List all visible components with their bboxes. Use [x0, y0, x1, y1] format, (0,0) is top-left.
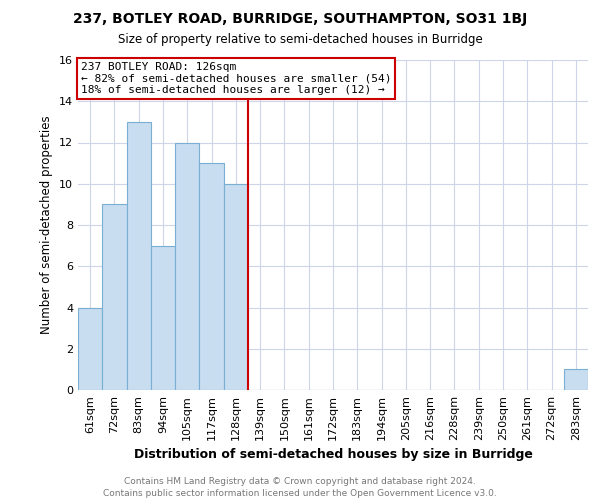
Bar [78, 308, 102, 390]
Y-axis label: Number of semi-detached properties: Number of semi-detached properties [40, 116, 53, 334]
Bar [199, 163, 224, 390]
Text: 237 BOTLEY ROAD: 126sqm
← 82% of semi-detached houses are smaller (54)
18% of se: 237 BOTLEY ROAD: 126sqm ← 82% of semi-de… [80, 62, 391, 95]
Bar [151, 246, 175, 390]
X-axis label: Distribution of semi-detached houses by size in Burridge: Distribution of semi-detached houses by … [134, 448, 532, 462]
Bar [127, 122, 151, 390]
Text: 237, BOTLEY ROAD, BURRIDGE, SOUTHAMPTON, SO31 1BJ: 237, BOTLEY ROAD, BURRIDGE, SOUTHAMPTON,… [73, 12, 527, 26]
Text: Size of property relative to semi-detached houses in Burridge: Size of property relative to semi-detach… [118, 32, 482, 46]
Bar [175, 142, 199, 390]
Bar [224, 184, 248, 390]
Bar [564, 370, 588, 390]
Bar [102, 204, 127, 390]
Text: Contains public sector information licensed under the Open Government Licence v3: Contains public sector information licen… [103, 489, 497, 498]
Text: Contains HM Land Registry data © Crown copyright and database right 2024.: Contains HM Land Registry data © Crown c… [124, 478, 476, 486]
